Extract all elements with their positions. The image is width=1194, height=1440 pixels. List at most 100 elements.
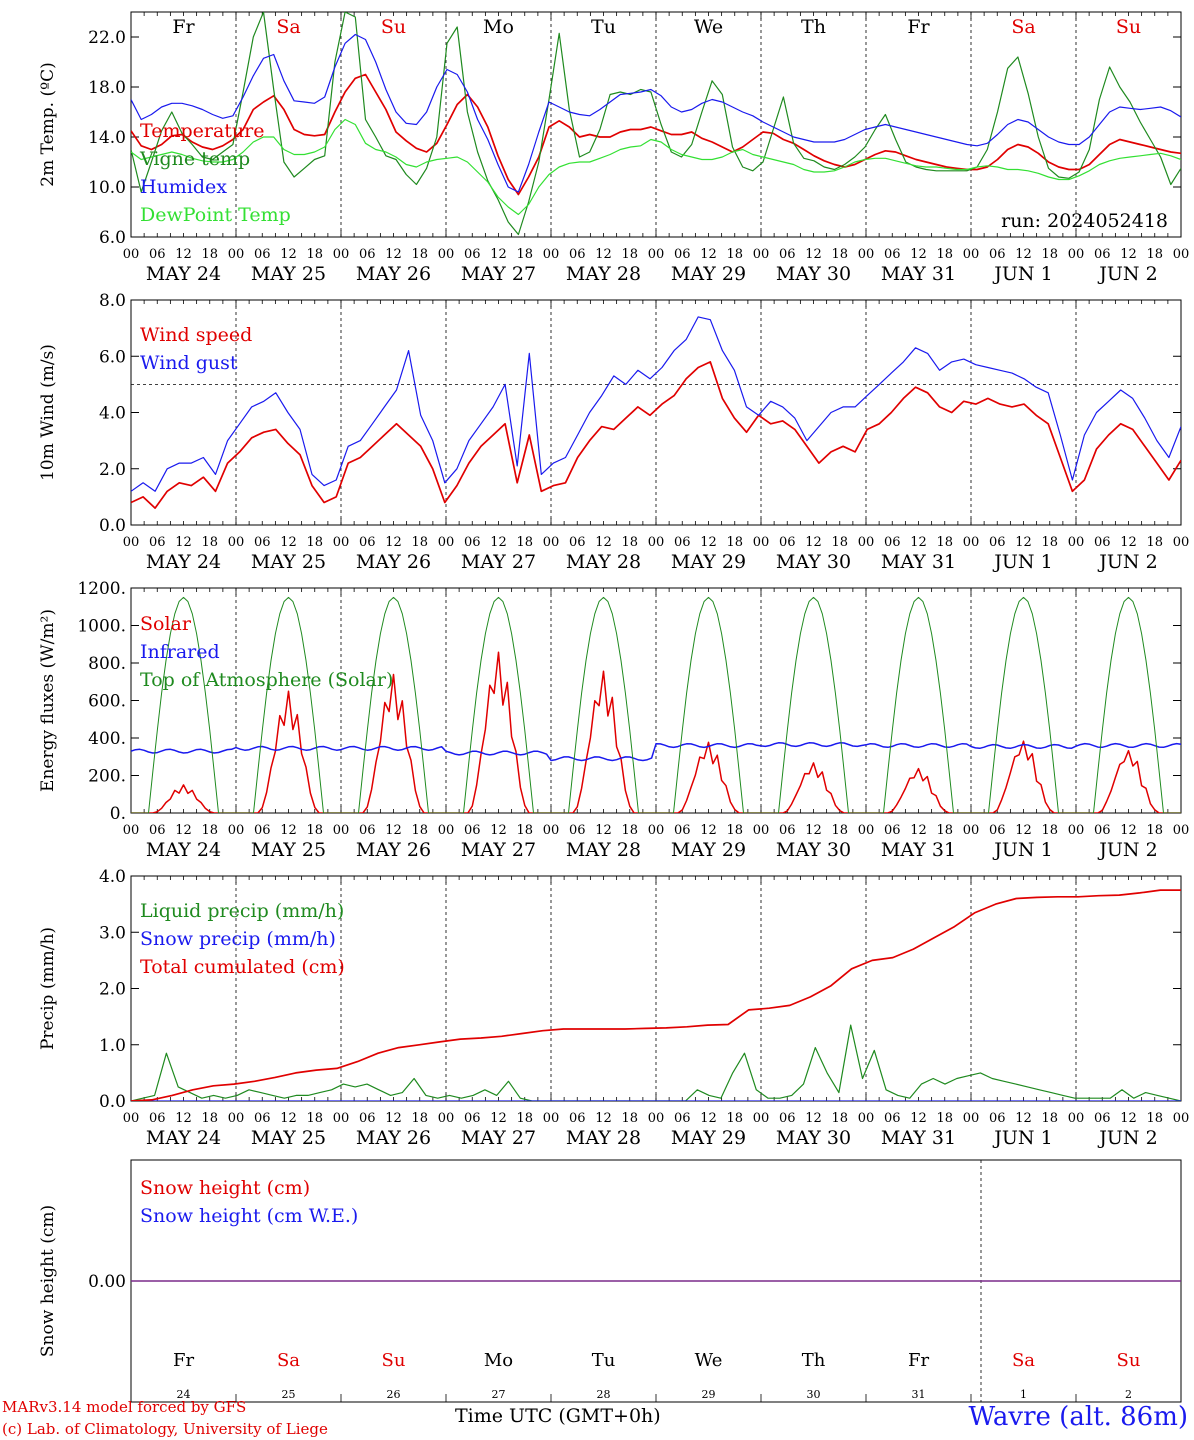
- hour-tick-label: 18: [1146, 535, 1163, 550]
- hour-tick-label: 18: [1146, 1111, 1163, 1126]
- y-tick-label: 4.0: [99, 404, 126, 424]
- series-line: [131, 12, 1181, 236]
- hour-tick-label: 06: [779, 535, 796, 550]
- weekday-label: Su: [1117, 1350, 1141, 1371]
- y-tick-label: 22.0: [88, 28, 126, 48]
- hour-tick-label: 12: [1120, 1111, 1137, 1126]
- hour-tick-label: 18: [201, 535, 218, 550]
- date-label: MAY 30: [776, 1127, 851, 1149]
- hour-tick-label: 00: [963, 535, 980, 550]
- series-line: [131, 1024, 1181, 1101]
- legend-entry: Vigne temp: [139, 148, 250, 170]
- date-label: MAY 28: [566, 263, 641, 285]
- y-tick-label: 600.: [88, 692, 126, 712]
- date-label: MAY 28: [566, 1127, 641, 1149]
- hour-tick-label: 00: [858, 823, 875, 838]
- hour-tick-label: 18: [831, 1111, 848, 1126]
- y-tick-label: 10.0: [88, 178, 126, 198]
- hour-tick-label: 18: [621, 823, 638, 838]
- hour-tick-label: 00: [858, 247, 875, 262]
- date-label: MAY 28: [566, 551, 641, 573]
- y-tick-label: 0.0: [99, 1092, 126, 1112]
- day-number-label: 24: [177, 1388, 191, 1401]
- hour-tick-label: 00: [438, 247, 455, 262]
- hour-tick-label: 00: [333, 1111, 350, 1126]
- hour-tick-label: 18: [621, 247, 638, 262]
- hour-tick-label: 18: [1146, 247, 1163, 262]
- weekday-label: Sa: [1012, 1350, 1035, 1371]
- hour-tick-label: 06: [989, 823, 1006, 838]
- y-tick-label: 0.: [110, 804, 126, 824]
- y-tick-label: 1.0: [99, 1036, 126, 1056]
- hour-tick-label: 18: [306, 823, 323, 838]
- date-label: MAY 27: [461, 551, 536, 573]
- hour-tick-label: 12: [805, 247, 822, 262]
- day-number-label: 25: [282, 1388, 296, 1401]
- day-number-label: 27: [492, 1388, 506, 1401]
- date-label: JUN 1: [992, 551, 1052, 573]
- hour-tick-label: 12: [700, 823, 717, 838]
- date-label: MAY 26: [356, 551, 431, 573]
- hour-tick-label: 06: [464, 1111, 481, 1126]
- hour-tick-label: 00: [1068, 247, 1085, 262]
- day-number-label: 2: [1125, 1388, 1132, 1401]
- run-annotation: run: 2024052418: [1001, 210, 1168, 232]
- hour-tick-label: 06: [674, 247, 691, 262]
- hour-tick-label: 12: [175, 247, 192, 262]
- hour-tick-label: 12: [385, 535, 402, 550]
- weekday-label: Fr: [907, 16, 930, 38]
- hour-tick-label: 00: [963, 823, 980, 838]
- hour-tick-label: 06: [359, 247, 376, 262]
- date-label: MAY 27: [461, 839, 536, 861]
- y-axis-label: 2m Temp. (ºC): [38, 62, 58, 187]
- series-line: [131, 742, 1181, 762]
- hour-tick-label: 12: [280, 247, 297, 262]
- hour-tick-label: 12: [910, 823, 927, 838]
- y-tick-label: 14.0: [88, 128, 126, 148]
- day-number-label: 29: [702, 1388, 716, 1401]
- hour-tick-label: 12: [175, 535, 192, 550]
- date-label: MAY 26: [356, 839, 431, 861]
- hour-tick-label: 06: [884, 535, 901, 550]
- hour-tick-label: 18: [411, 823, 428, 838]
- series-line: [131, 596, 1181, 813]
- y-tick-label: 18.0: [88, 78, 126, 98]
- hour-tick-label: 18: [411, 247, 428, 262]
- hour-tick-label: 12: [280, 823, 297, 838]
- hour-tick-label: 00: [963, 1111, 980, 1126]
- date-label: MAY 26: [356, 1127, 431, 1149]
- date-label: MAY 29: [671, 1127, 746, 1149]
- panel-2: 00 06 12 18 00 06 12 18 00 06 12 18 00 06 12 18 00 06 12 18…: [38, 291, 1189, 573]
- y-tick-label: 6.0: [99, 228, 126, 248]
- time-axis-label: Time UTC (GMT+0h): [455, 1405, 661, 1427]
- day-number-label: 28: [597, 1388, 611, 1401]
- hour-tick-label: 06: [149, 535, 166, 550]
- panel-1: 00 06 12 18 00 06 12 18 00 06 12 18 00 06 12 18 00 06 12 18…: [38, 11, 1190, 285]
- hour-tick-label: 18: [831, 247, 848, 262]
- hour-tick-label: 00: [648, 247, 665, 262]
- date-label: MAY 30: [776, 551, 851, 573]
- model-credit: MARv3.14 model forced by GFS: [2, 1398, 247, 1416]
- hour-tick-label: 06: [884, 247, 901, 262]
- date-label: MAY 24: [146, 839, 221, 861]
- hour-tick-label: 06: [464, 823, 481, 838]
- hour-tick-label: 12: [910, 1111, 927, 1126]
- hour-tick-label: 12: [490, 535, 507, 550]
- day-number-label: 26: [387, 1388, 401, 1401]
- hour-tick-label: 06: [674, 1111, 691, 1126]
- hour-tick-label: 00: [1068, 535, 1085, 550]
- date-label: MAY 24: [146, 263, 221, 285]
- hour-tick-label: 00: [1173, 247, 1190, 262]
- legend-entry: Total cumulated (cm): [140, 956, 345, 978]
- hour-tick-label: 18: [1041, 1111, 1058, 1126]
- date-label: MAY 31: [881, 263, 956, 285]
- hour-tick-label: 06: [884, 1111, 901, 1126]
- hour-tick-label: 00: [123, 823, 140, 838]
- hour-tick-label: 00: [858, 1111, 875, 1126]
- legend-entry: Top of Atmosphere (Solar): [140, 669, 393, 691]
- hour-tick-label: 18: [1146, 823, 1163, 838]
- weekday-label: Sa: [277, 1350, 300, 1371]
- hour-tick-label: 06: [779, 823, 796, 838]
- hour-tick-label: 12: [490, 823, 507, 838]
